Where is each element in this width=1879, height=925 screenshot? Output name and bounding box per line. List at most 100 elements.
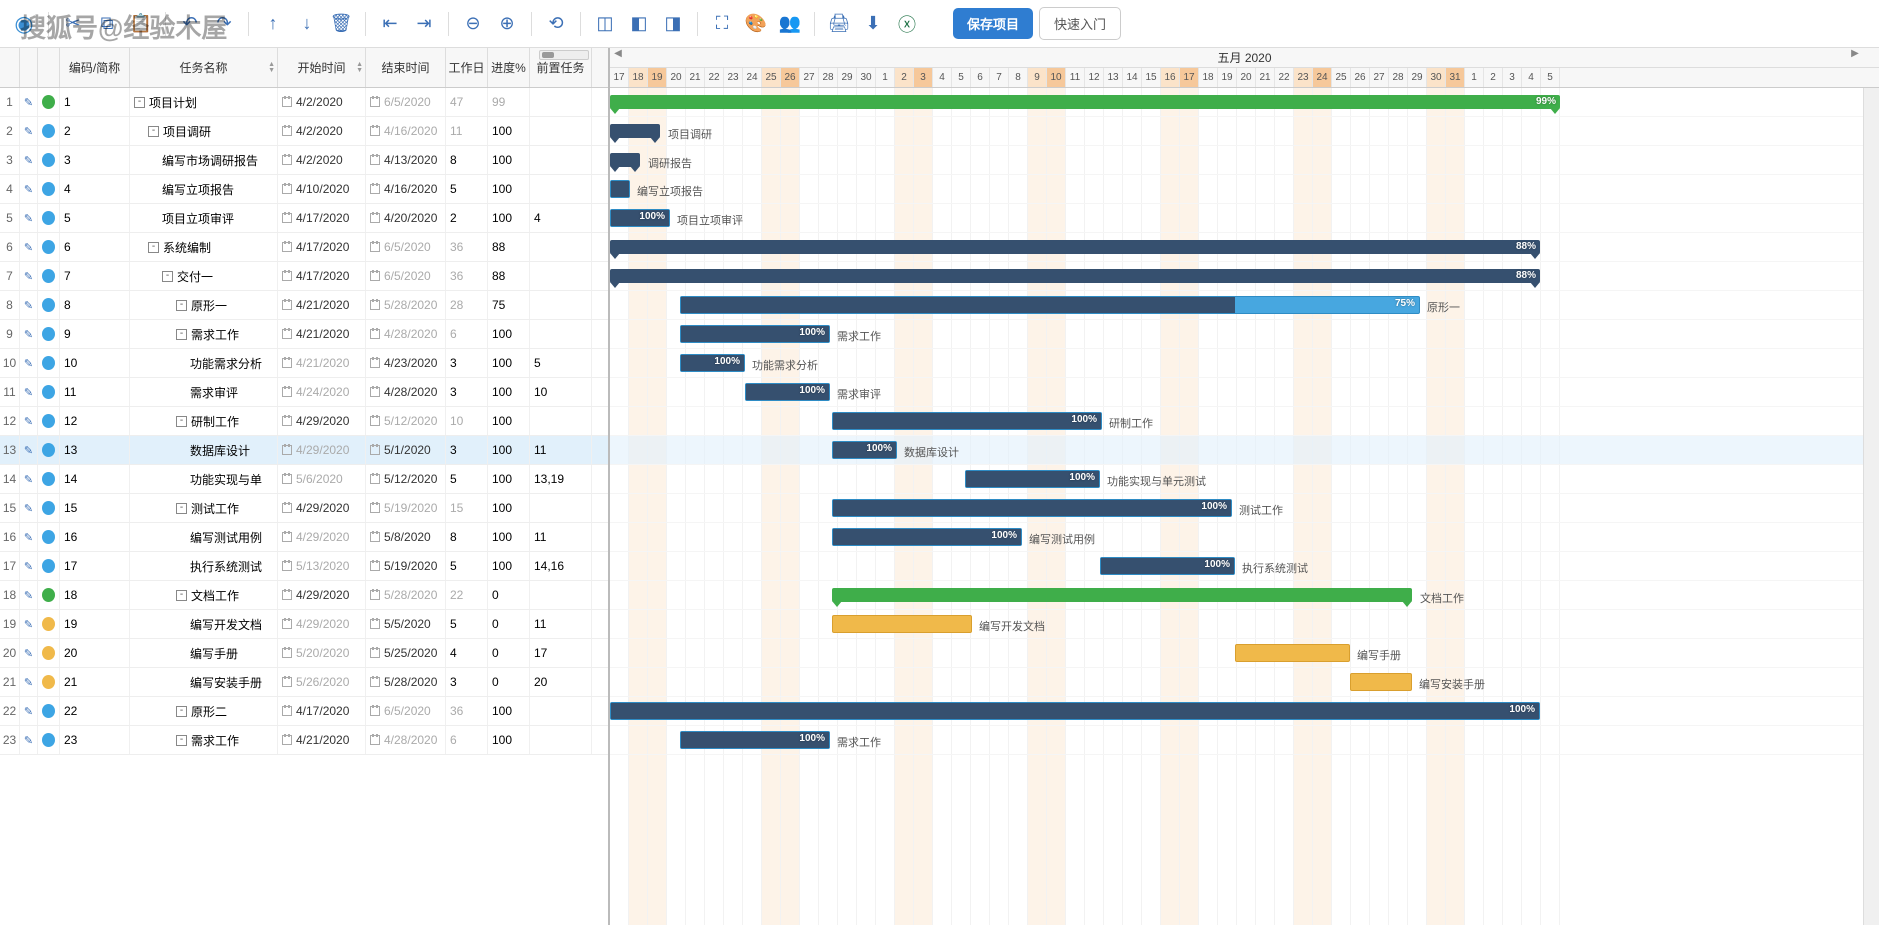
task-end[interactable]: 5/5/2020 <box>366 610 446 638</box>
task-name[interactable]: -原形一 <box>130 291 278 319</box>
edit-icon[interactable]: ✎ <box>20 639 38 667</box>
col-workdays[interactable]: 工作日 <box>446 48 488 87</box>
expand-icon[interactable]: - <box>134 97 145 108</box>
task-row[interactable]: 12✎12-研制工作4/29/20205/12/202010100 <box>0 407 608 436</box>
task-end[interactable]: 5/19/2020 <box>366 552 446 580</box>
gantt-bar[interactable]: 编写安装手册 <box>1350 673 1412 691</box>
task-start[interactable]: 4/21/2020 <box>278 726 366 754</box>
task-start[interactable]: 4/29/2020 <box>278 581 366 609</box>
gantt-row[interactable]: 100%功能实现与单元测试 <box>610 465 1879 494</box>
gantt-bar[interactable]: 88% <box>610 269 1540 283</box>
task-end[interactable]: 5/25/2020 <box>366 639 446 667</box>
task-end[interactable]: 5/8/2020 <box>366 523 446 551</box>
task-end[interactable]: 6/5/2020 <box>366 262 446 290</box>
expand-icon[interactable]: - <box>148 242 159 253</box>
task-name[interactable]: 功能需求分析 <box>130 349 278 377</box>
task-end[interactable]: 5/12/2020 <box>366 465 446 493</box>
edit-icon[interactable]: ✎ <box>20 146 38 174</box>
expand-icon[interactable]: - <box>148 126 159 137</box>
task-row[interactable]: 2✎2-项目调研4/2/20204/16/202011100 <box>0 117 608 146</box>
print-icon[interactable]: 🖨 <box>825 10 853 38</box>
task-end[interactable]: 5/28/2020 <box>366 668 446 696</box>
gantt-bar[interactable]: 75%原形一 <box>680 296 1420 314</box>
edit-icon[interactable]: ✎ <box>20 175 38 203</box>
theme-icon[interactable]: 🎨 <box>742 10 770 38</box>
edit-icon[interactable]: ✎ <box>20 610 38 638</box>
expand-icon[interactable]: - <box>176 329 187 340</box>
col-predecessor[interactable]: 前置任务 <box>530 48 592 87</box>
task-name[interactable]: 编写手册 <box>130 639 278 667</box>
col-end[interactable]: 结束时间 <box>366 48 446 87</box>
gantt-row[interactable]: 88% <box>610 262 1879 291</box>
task-name[interactable]: -原形二 <box>130 697 278 725</box>
task-name[interactable]: -系统编制 <box>130 233 278 261</box>
task-row[interactable]: 16✎16编写测试用例4/29/20205/8/2020810011 <box>0 523 608 552</box>
task-name[interactable]: -项目计划 <box>130 88 278 116</box>
task-row[interactable]: 18✎18-文档工作4/29/20205/28/2020220 <box>0 581 608 610</box>
download-icon[interactable]: ⬇ <box>859 10 887 38</box>
task-name[interactable]: 编写测试用例 <box>130 523 278 551</box>
task-start[interactable]: 5/6/2020 <box>278 465 366 493</box>
copy-icon[interactable]: ⧉ <box>93 10 121 38</box>
edit-icon[interactable]: ✎ <box>20 291 38 319</box>
edit-icon[interactable]: ✎ <box>20 204 38 232</box>
task-start[interactable]: 4/29/2020 <box>278 494 366 522</box>
gantt-row[interactable]: 文档工作 <box>610 581 1879 610</box>
task-start[interactable]: 4/21/2020 <box>278 291 366 319</box>
task-end[interactable]: 4/28/2020 <box>366 726 446 754</box>
task-end[interactable]: 4/23/2020 <box>366 349 446 377</box>
gantt-bar[interactable]: 88% <box>610 240 1540 254</box>
paste-icon[interactable]: 📋 <box>127 10 155 38</box>
save-button[interactable]: 保存项目 <box>953 8 1033 39</box>
gantt-row[interactable]: 编写开发文档 <box>610 610 1879 639</box>
gantt-bar[interactable]: 100%研制工作 <box>832 412 1102 430</box>
fullscreen-icon[interactable]: ⛶ <box>708 10 736 38</box>
task-row[interactable]: 7✎7-交付一4/17/20206/5/20203688 <box>0 262 608 291</box>
gantt-bar[interactable]: 99% <box>610 95 1560 109</box>
task-row[interactable]: 9✎9-需求工作4/21/20204/28/20206100 <box>0 320 608 349</box>
task-start[interactable]: 4/17/2020 <box>278 233 366 261</box>
task-start[interactable]: 4/2/2020 <box>278 117 366 145</box>
edit-icon[interactable]: ✎ <box>20 697 38 725</box>
task-row[interactable]: 23✎23-需求工作4/21/20204/28/20206100 <box>0 726 608 755</box>
gantt-bar[interactable]: 100%测试工作 <box>832 499 1232 517</box>
task-row[interactable]: 21✎21编写安装手册5/26/20205/28/20203020 <box>0 668 608 697</box>
gantt-row[interactable]: 项目调研 <box>610 117 1879 146</box>
task-start[interactable]: 4/24/2020 <box>278 378 366 406</box>
task-row[interactable]: 3✎3编写市场调研报告4/2/20204/13/20208100 <box>0 146 608 175</box>
gantt-bar[interactable]: 100%项目立项审评 <box>610 209 670 227</box>
edit-icon[interactable]: ✎ <box>20 407 38 435</box>
task-row[interactable]: 17✎17执行系统测试5/13/20205/19/2020510014,16 <box>0 552 608 581</box>
edit-icon[interactable]: ✎ <box>20 349 38 377</box>
delete-icon[interactable]: 🗑 <box>327 10 355 38</box>
task-name[interactable]: -交付一 <box>130 262 278 290</box>
gantt-bar[interactable]: 100%功能需求分析 <box>680 354 745 372</box>
task-start[interactable]: 4/17/2020 <box>278 262 366 290</box>
gantt-row[interactable]: 100% <box>610 697 1879 726</box>
col-progress[interactable]: 进度% <box>488 48 530 87</box>
task-name[interactable]: 编写市场调研报告 <box>130 146 278 174</box>
expand-icon[interactable]: - <box>176 590 187 601</box>
expand-icon[interactable]: - <box>176 706 187 717</box>
gantt-bar[interactable]: 编写立项报告 <box>610 180 630 198</box>
gantt-bar[interactable]: 文档工作 <box>832 588 1412 602</box>
task-start[interactable]: 4/10/2020 <box>278 175 366 203</box>
col-name[interactable]: 任务名称▲▼ <box>130 48 278 87</box>
gantt-row[interactable]: 88% <box>610 233 1879 262</box>
gantt-row[interactable]: 100%测试工作 <box>610 494 1879 523</box>
gantt-row[interactable]: 100%需求工作 <box>610 320 1879 349</box>
task-name[interactable]: 编写立项报告 <box>130 175 278 203</box>
edit-icon[interactable]: ✎ <box>20 436 38 464</box>
task-name[interactable]: 项目立项审评 <box>130 204 278 232</box>
gantt-row[interactable]: 100%项目立项审评 <box>610 204 1879 233</box>
task-row[interactable]: 20✎20编写手册5/20/20205/25/20204017 <box>0 639 608 668</box>
task-row[interactable]: 15✎15-测试工作4/29/20205/19/202015100 <box>0 494 608 523</box>
gantt-row[interactable]: 100%需求工作 <box>610 726 1879 755</box>
outdent-icon[interactable]: ⇤ <box>376 10 404 38</box>
task-start[interactable]: 4/17/2020 <box>278 204 366 232</box>
redo-icon[interactable]: ↷ <box>210 10 238 38</box>
edit-icon[interactable]: ✎ <box>20 552 38 580</box>
task-name[interactable]: 需求审评 <box>130 378 278 406</box>
logo-icon[interactable]: ◉ <box>10 10 38 38</box>
task-end[interactable]: 5/12/2020 <box>366 407 446 435</box>
